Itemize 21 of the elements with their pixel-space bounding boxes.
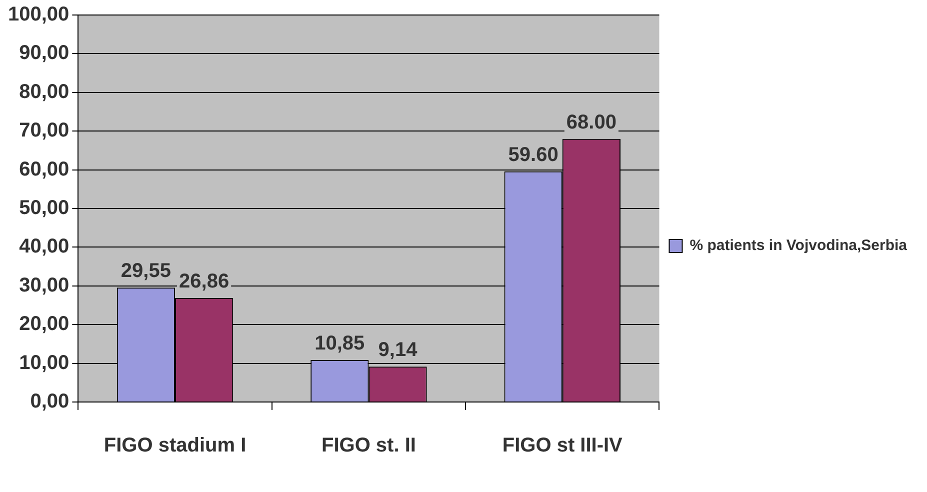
y-tick-label: 10,00 xyxy=(19,352,70,374)
y-tick-label: 30,00 xyxy=(19,274,70,296)
x-tick-label: FIGO st III-IV xyxy=(502,434,624,457)
y-tick-label: 80,00 xyxy=(19,80,70,103)
y-tick-label: 0,00 xyxy=(30,390,70,413)
y-tick-label: 70,00 xyxy=(19,120,70,142)
data-label: 26,86 xyxy=(179,270,230,293)
y-tick-label: 40,00 xyxy=(19,236,70,258)
data-label: 29,55 xyxy=(120,260,171,282)
y-tick-label: 100,00 xyxy=(8,4,70,26)
data-label: 10,85 xyxy=(314,332,365,355)
y-tick-label: 20,00 xyxy=(19,313,70,336)
y-tick-label: 90,00 xyxy=(19,42,70,64)
data-label: 59.60 xyxy=(508,144,558,166)
x-tick-label: FIGO stadium I xyxy=(104,434,246,457)
y-tick-label: 50,00 xyxy=(19,197,70,220)
data-label: 9,14 xyxy=(378,339,418,362)
y-tick-label: 60,00 xyxy=(19,158,70,180)
x-tick-label: FIGO st. II xyxy=(321,434,416,457)
legend-label: % patients in Vojvodina,Serbia xyxy=(690,237,908,254)
data-label: 68.00 xyxy=(566,111,616,134)
